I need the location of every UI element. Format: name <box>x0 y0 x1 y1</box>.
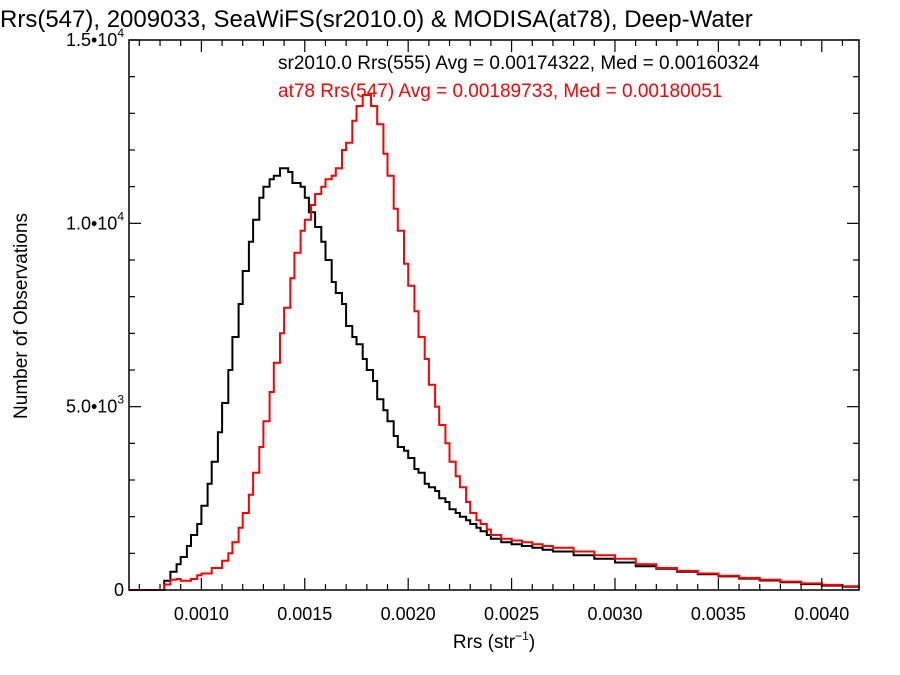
x-axis-label: Rrs (str−1) <box>453 629 535 653</box>
y-tick-label: 0 <box>114 580 124 600</box>
y-tick-label: 5.0•103 <box>66 393 124 417</box>
legend-entry-modisa: at78 Rrs(547) Avg = 0.00189733, Med = 0.… <box>278 81 722 102</box>
legend-entry-seawifs: sr2010.0 Rrs(555) Avg = 0.00174322, Med … <box>278 53 760 74</box>
tick-layer: 0.0010 0.0015 0.0020 0.0025 0.0030 0.0035 0.00… <box>66 26 859 624</box>
series-layer <box>129 94 860 591</box>
series-line-seawifs <box>129 167 860 591</box>
x-tick-label: 0.0040 <box>794 604 849 624</box>
plot-frame <box>128 39 860 591</box>
y-tick-label: 1.0•104 <box>66 209 124 233</box>
y-axis-label: Number of Observations <box>11 213 32 419</box>
series-line-modisa <box>129 94 860 591</box>
x-tick-label: 0.0035 <box>691 604 746 624</box>
x-tick-label: 0.0010 <box>174 604 229 624</box>
chart-title: Rrs(547), 2009033, SeaWiFS(sr2010.0) & M… <box>0 6 753 33</box>
x-tick-label: 0.0020 <box>381 604 436 624</box>
x-tick-label: 0.0030 <box>587 604 642 624</box>
y-tick-label: 1.5•104 <box>66 26 124 50</box>
x-tick-label: 0.0015 <box>277 604 332 624</box>
x-tick-label: 0.0025 <box>484 604 539 624</box>
